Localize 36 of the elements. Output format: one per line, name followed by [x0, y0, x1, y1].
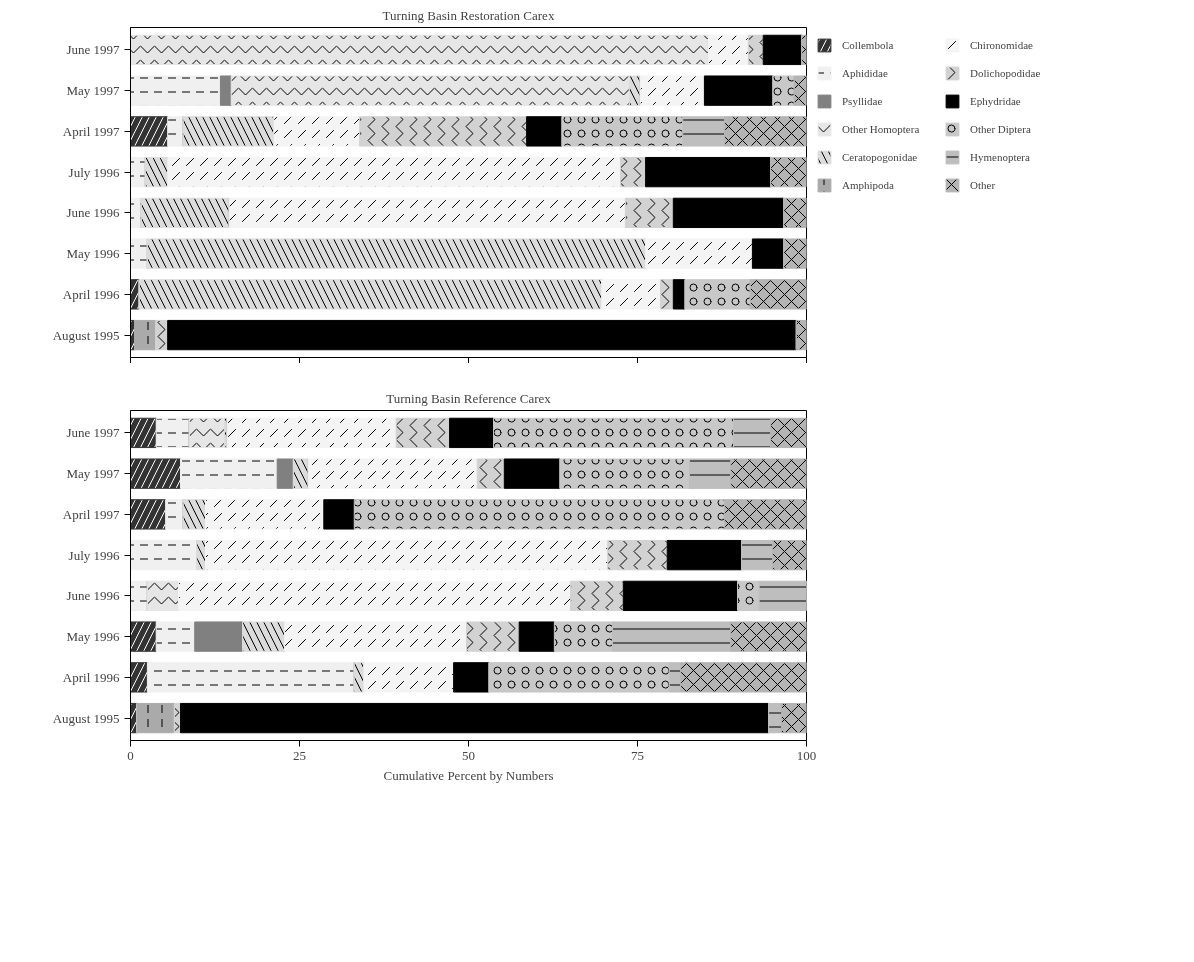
y-tick-label: May 1996 — [66, 246, 120, 262]
y-tick-label: April 1996 — [62, 669, 120, 685]
y-tick-label: August 1995 — [52, 327, 120, 343]
y-tick-label: May 1996 — [66, 629, 120, 645]
y-tick-label: April 1997 — [62, 506, 120, 522]
y-tick-label: August 1995 — [52, 710, 120, 726]
y-tick-label: June 1997 — [66, 42, 120, 58]
chart-title: Turning Basin Reference Carex — [386, 390, 552, 406]
legend-label: Aphididae — [842, 67, 889, 79]
legend-label: Other Homoptera — [842, 123, 921, 135]
x-tick-label: 25 — [293, 747, 306, 763]
legend-label: Amphipoda — [842, 179, 895, 191]
legend-label: Chironomidae — [970, 39, 1034, 51]
y-tick-label: June 1997 — [66, 425, 120, 441]
y-tick-label: April 1997 — [62, 123, 120, 139]
legend-label: Hymenoptera — [970, 151, 1031, 163]
y-tick-label: May 1997 — [66, 83, 120, 99]
y-tick-label: July 1996 — [68, 164, 120, 180]
legend-label: Psyllidae — [842, 95, 884, 107]
legend-label: Dolichopodidae — [970, 67, 1042, 79]
legend-label: Collembola — [842, 39, 895, 51]
y-tick-label: June 1996 — [66, 205, 120, 221]
y-tick-label: April 1996 — [62, 286, 120, 302]
x-tick-label: 0 — [127, 747, 134, 763]
legend-label: Ceratopogonidae — [842, 151, 919, 163]
x-tick-label: 100 — [796, 747, 817, 763]
x-tick-label: 75 — [631, 747, 644, 763]
x-tick-label: 50 — [462, 747, 475, 763]
chart-title: Turning Basin Restoration Carex — [382, 7, 555, 23]
legend-label: Ephydridae — [970, 95, 1022, 107]
y-tick-label: July 1996 — [68, 547, 120, 563]
y-tick-label: June 1996 — [66, 588, 120, 604]
legend-label: Other Diptera — [970, 123, 1032, 135]
y-tick-label: May 1997 — [66, 466, 120, 482]
x-axis-title: Cumulative Percent by Numbers — [383, 767, 554, 783]
legend-label: Other — [970, 179, 997, 191]
